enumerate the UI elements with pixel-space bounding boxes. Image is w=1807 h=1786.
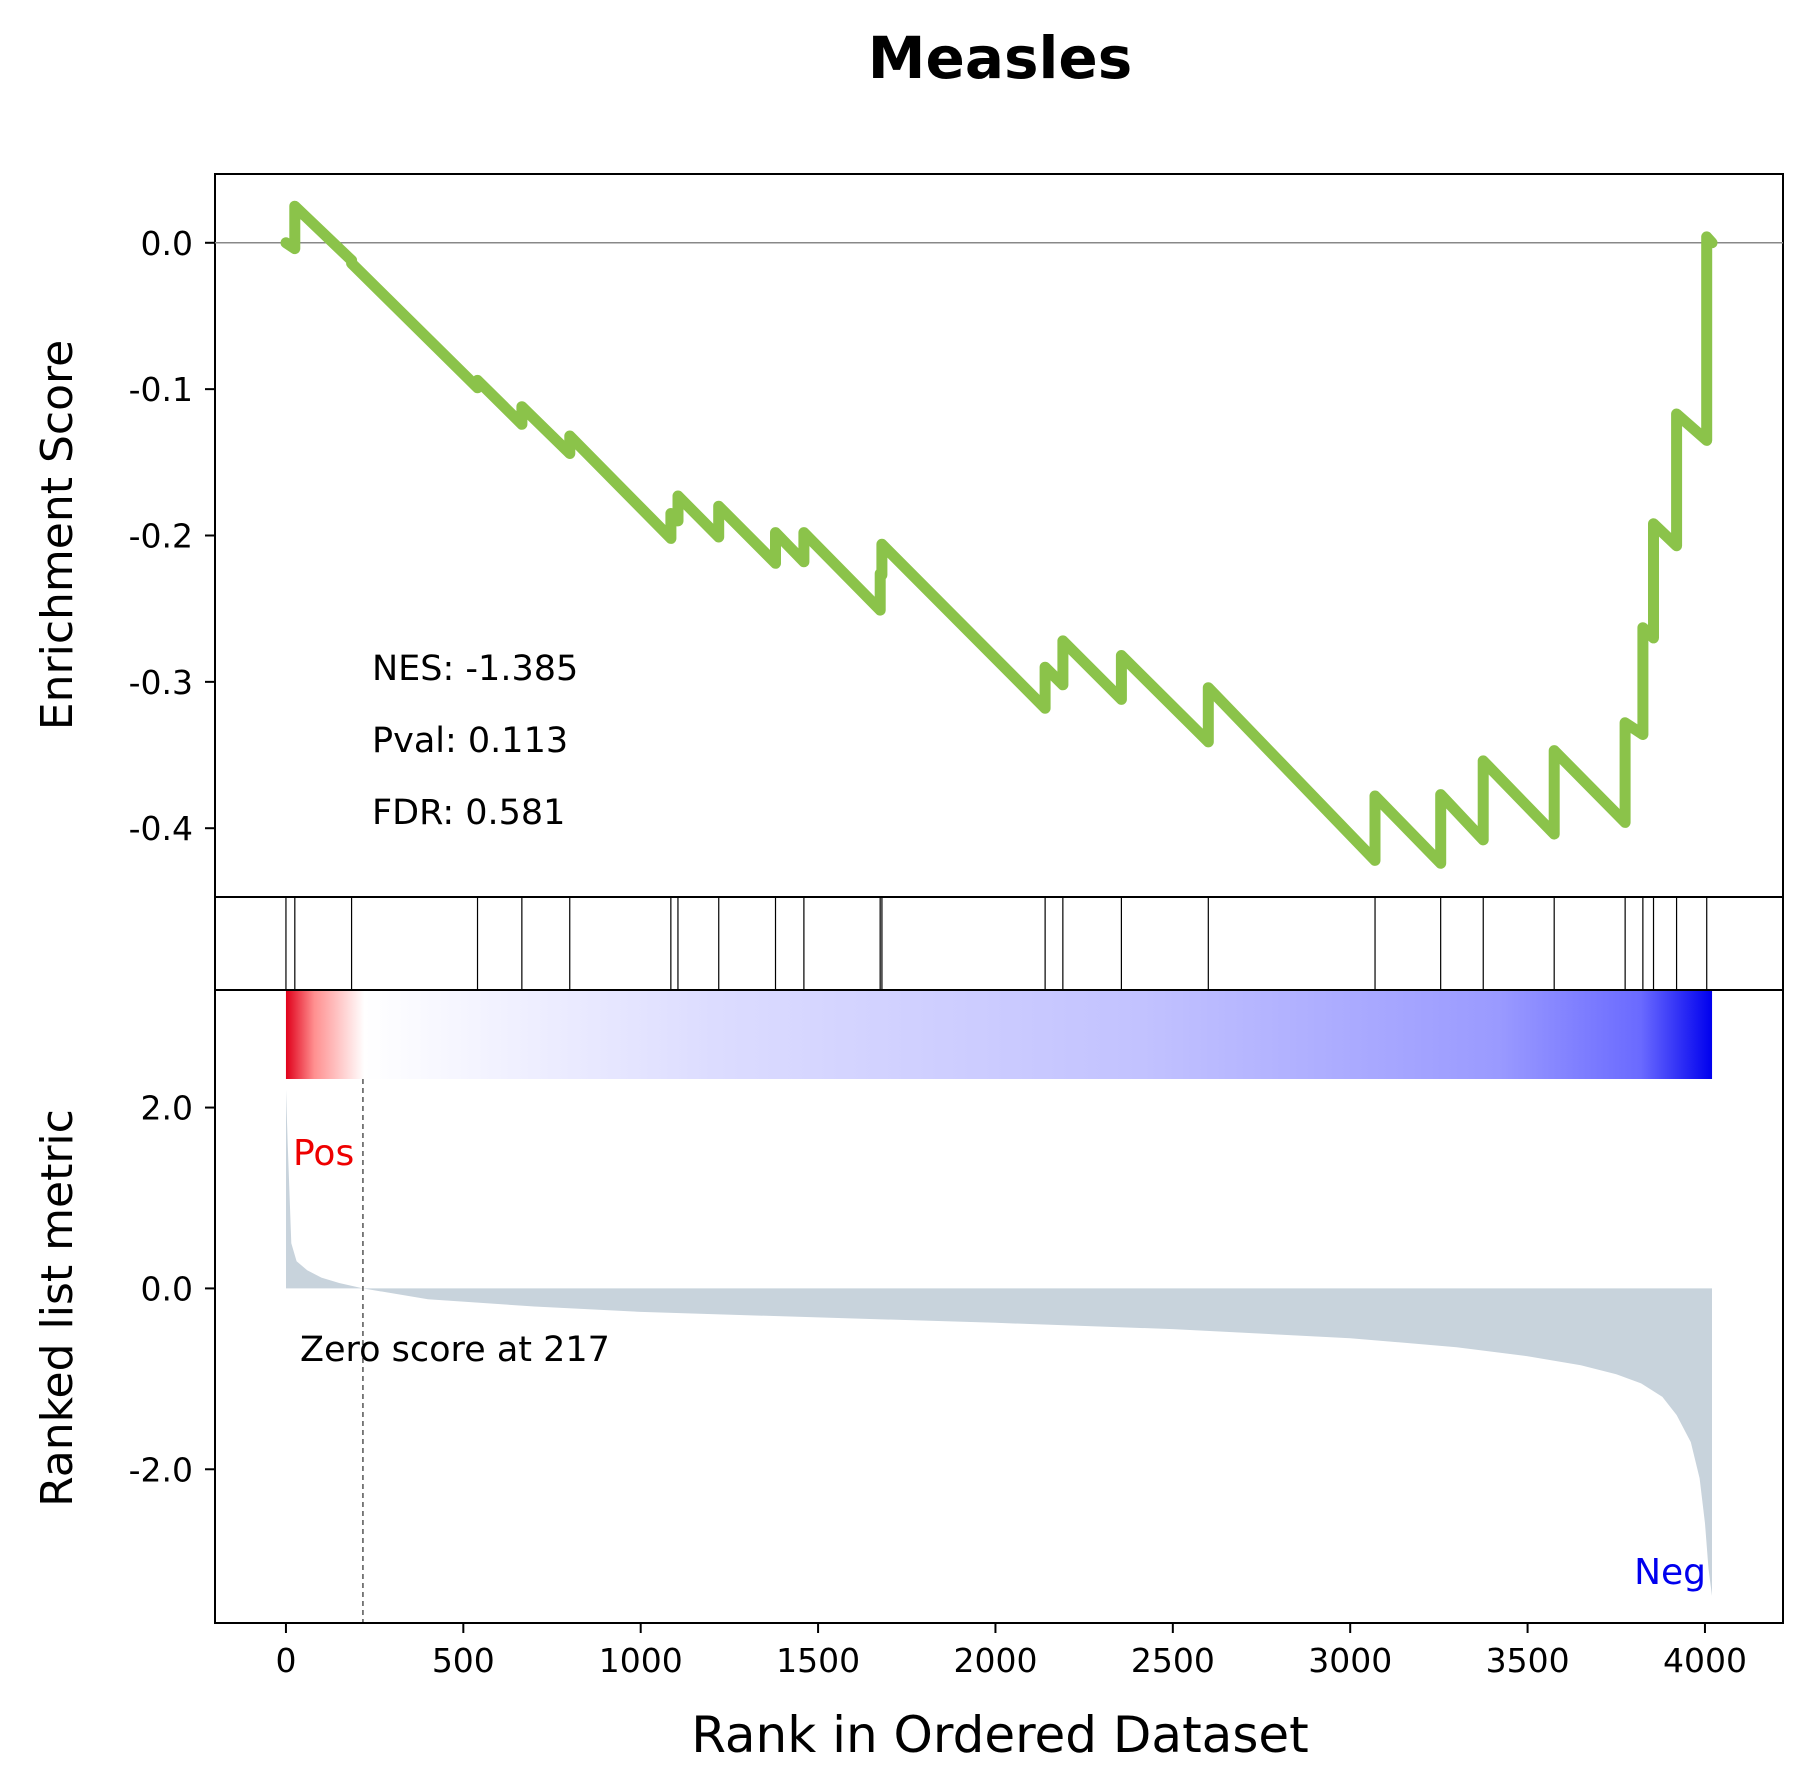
rank-y-ticks: 2.0 0.0 -2.0 — [129, 1089, 215, 1489]
x-tick-label: 1500 — [776, 1641, 860, 1680]
hit-marks — [285, 897, 1708, 990]
x-tick-label: 3500 — [1486, 1641, 1570, 1680]
x-axis-ticks: 0 500 1000 1500 2000 2500 3000 3500 4000 — [275, 1623, 1747, 1680]
es-y-ticks: 0.0 -0.1 -0.2 -0.3 -0.4 — [129, 224, 215, 848]
rank-panel-frame — [214, 989, 1784, 1624]
nes-annotation: NES: -1.385 — [372, 649, 578, 689]
hits-panel-frame — [214, 896, 1784, 991]
x-tick-label: 2500 — [1131, 1641, 1215, 1680]
neg-label: Neg — [1634, 1552, 1706, 1593]
fdr-annotation: FDR: 0.581 — [372, 793, 565, 833]
es-panel-frame — [214, 173, 1784, 898]
x-tick-label: 1000 — [599, 1641, 683, 1680]
x-axis-label: Rank in Ordered Dataset — [691, 1706, 1308, 1764]
rank-y-tick-label: 2.0 — [141, 1089, 193, 1128]
chart-title: Measles — [868, 24, 1132, 92]
rank-panel: 2.0 0.0 -2.0 Pos Neg Zero score at 217 Ran… — [32, 989, 1784, 1624]
es-y-tick-label: -0.3 — [129, 663, 193, 702]
enrichment-score-line — [280, 200, 1718, 869]
es-panel: 0.0 -0.1 -0.2 -0.3 -0.4 Enrichment Score NES… — [32, 173, 1784, 898]
rank-y-tick-label: -2.0 — [129, 1450, 193, 1489]
pos-label: Pos — [293, 1133, 354, 1174]
x-tick-label: 500 — [432, 1641, 495, 1680]
es-y-tick-label: -0.4 — [129, 809, 193, 848]
es-y-tick-label: 0.0 — [141, 224, 193, 263]
x-tick-label: 2000 — [953, 1641, 1037, 1680]
x-tick-label: 0 — [275, 1641, 296, 1680]
rank-color-bar — [285, 990, 1713, 1079]
rank-y-tick-label: 0.0 — [141, 1269, 193, 1308]
x-tick-label: 4000 — [1663, 1641, 1747, 1680]
hits-panel — [214, 896, 1784, 991]
es-y-tick-label: -0.2 — [129, 517, 193, 556]
es-y-tick-label: -0.1 — [129, 370, 193, 409]
ranked-metric-area — [286, 1089, 1712, 1596]
pval-annotation: Pval: 0.113 — [372, 721, 568, 761]
rank-y-axis-label: Ranked list metric — [32, 1109, 83, 1507]
zero-score-annotation: Zero score at 217 — [300, 1330, 610, 1370]
x-tick-label: 3000 — [1308, 1641, 1392, 1680]
es-y-axis-label: Enrichment Score — [32, 340, 83, 730]
